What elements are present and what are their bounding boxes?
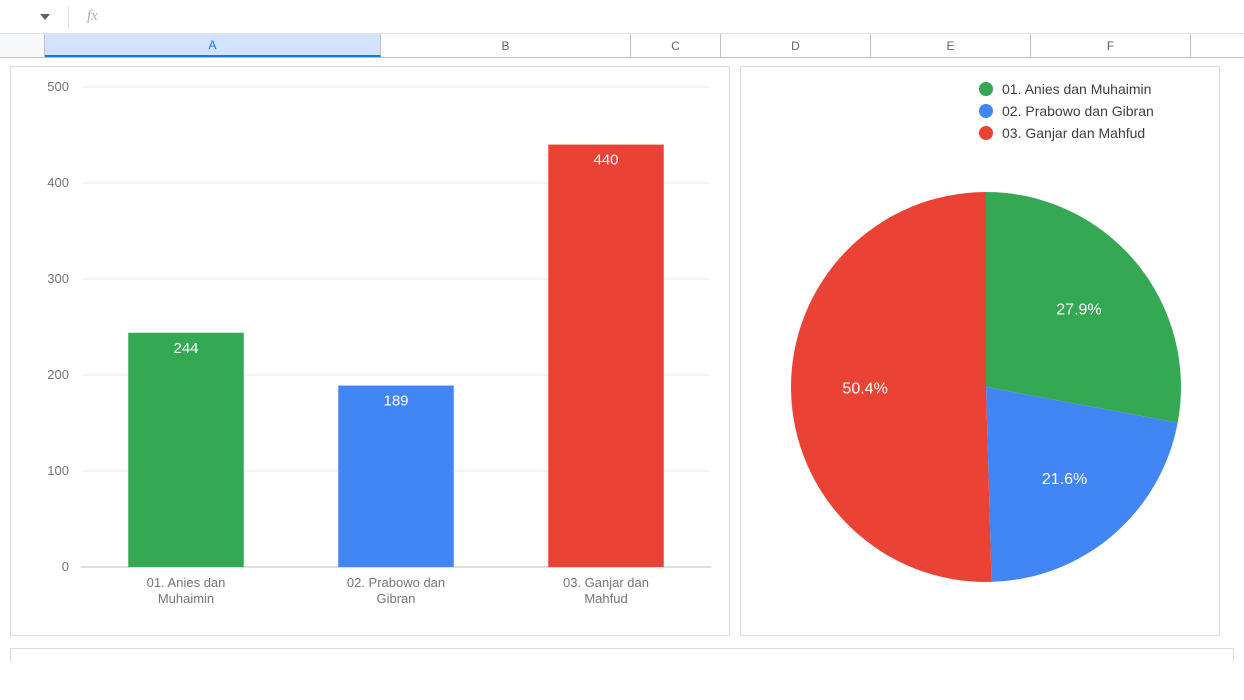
bar-category-label: 02. Prabowo dan [347,575,445,590]
column-header-E[interactable]: E [871,34,1031,57]
formula-bar-separator [68,6,69,28]
svg-text:100: 100 [47,463,69,478]
lower-panel-border [10,648,1234,662]
bar [338,386,454,567]
svg-text:0: 0 [62,559,69,574]
pie-chart-card[interactable]: 01. Anies dan Muhaimin 02. Prabowo dan Gi… [740,66,1220,636]
svg-text:400: 400 [47,175,69,190]
legend-dot-icon [979,126,993,140]
legend-label: 02. Prabowo dan Gibran [1002,103,1154,119]
pie-pct-label: 27.9% [1056,302,1101,319]
svg-text:300: 300 [47,271,69,286]
column-header-C[interactable]: C [631,34,721,57]
svg-text:500: 500 [47,79,69,94]
bar-category-label: 01. Anies dan [147,575,226,590]
bar-chart: 0 100 200 300 400 500 244 01. Anies danMuhaimin… [11,67,731,637]
bar-chart-card[interactable]: 0 100 200 300 400 500 244 01. Anies danMuhaimin… [10,66,730,636]
name-box-dropdown-icon[interactable] [40,14,50,20]
pie-pct-label: 21.6% [1042,471,1087,488]
svg-text:200: 200 [47,367,69,382]
bar-value-label: 244 [173,340,198,357]
fx-icon: fx [87,8,98,25]
bar-value-label: 189 [383,393,408,410]
legend-label: 03. Ganjar dan Mahfud [1002,125,1145,141]
column-header-B[interactable]: B [381,34,631,57]
bar-category-label: Gibran [376,591,415,606]
column-header-row: ABCDEF [0,34,1244,58]
formula-bar: fx [0,0,1244,34]
formula-input[interactable] [116,0,1244,33]
bar-category-label: Mahfud [584,591,627,606]
pie-pct-label: 50.4% [842,381,887,398]
bar [548,145,664,567]
row-header-spacer [0,34,45,57]
column-header-D[interactable]: D [721,34,871,57]
pie-chart: 01. Anies dan Muhaimin 02. Prabowo dan Gi… [741,67,1221,637]
column-header-F[interactable]: F [1031,34,1191,57]
legend-label: 01. Anies dan Muhaimin [1002,81,1151,97]
pie-slice [791,192,992,582]
legend-dot-icon [979,104,993,118]
column-header-A[interactable]: A [45,34,381,57]
bar-value-label: 440 [593,152,618,169]
bar-category-label: 03. Ganjar dan [563,575,649,590]
bar-category-label: Muhaimin [158,591,214,606]
bar [128,333,244,567]
legend-dot-icon [979,82,993,96]
